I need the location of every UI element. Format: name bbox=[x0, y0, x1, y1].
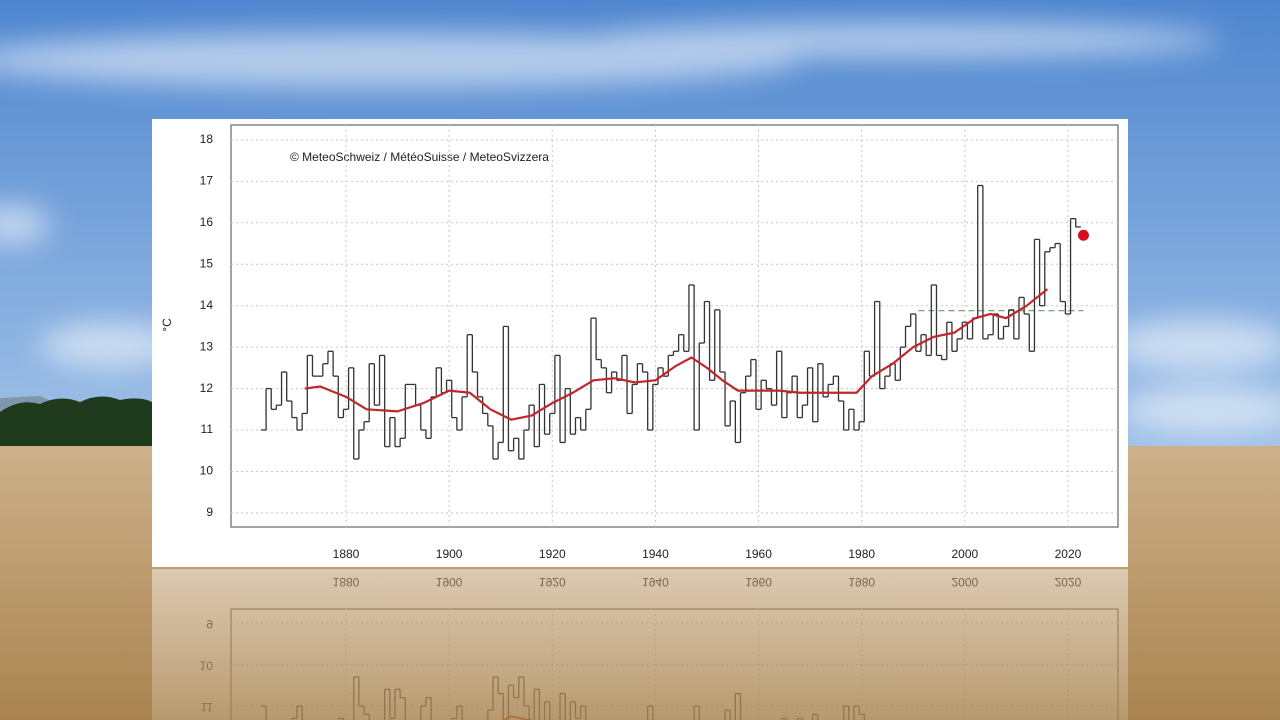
x-tick-label: 1980 bbox=[848, 547, 875, 561]
chart: © MeteoSchweiz / MétéoSuisse / MeteoSviz… bbox=[160, 124, 1119, 561]
copyright-note: © MeteoSchweiz / MétéoSuisse / MeteoSviz… bbox=[290, 150, 549, 164]
clouds bbox=[0, 22, 1280, 432]
current-year-point bbox=[1077, 229, 1089, 241]
x-tick-label: 1920 bbox=[539, 547, 566, 561]
y-tick-label: 9 bbox=[206, 505, 213, 519]
x-tick-label: 1940 bbox=[642, 547, 669, 561]
y-tick-label: 11 bbox=[201, 422, 214, 436]
y-tick-label: 18 bbox=[200, 132, 214, 146]
chart-card: © MeteoSchweiz / MétéoSuisse / MeteoSviz… bbox=[152, 119, 1128, 567]
y-tick-label: 12 bbox=[200, 381, 214, 395]
y-tick-label: 16 bbox=[200, 215, 214, 229]
plot-frame bbox=[230, 124, 1119, 528]
x-tick-label: 2000 bbox=[951, 547, 978, 561]
x-tick-label: 1900 bbox=[436, 547, 463, 561]
y-tick-label: 17 bbox=[200, 174, 214, 188]
y-tick-label: 13 bbox=[200, 339, 214, 353]
trees bbox=[0, 396, 152, 450]
y-axis-label: °C bbox=[160, 318, 174, 332]
x-tick-label: 1960 bbox=[745, 547, 772, 561]
y-tick-label: 14 bbox=[200, 298, 214, 312]
smoothed-line bbox=[304, 288, 1049, 421]
x-tick-label: 2020 bbox=[1055, 547, 1082, 561]
y-tick-label: 15 bbox=[200, 256, 214, 270]
x-tick-label: 1880 bbox=[333, 547, 360, 561]
y-tick-label: 10 bbox=[200, 464, 214, 478]
step-riser bbox=[265, 185, 1077, 460]
